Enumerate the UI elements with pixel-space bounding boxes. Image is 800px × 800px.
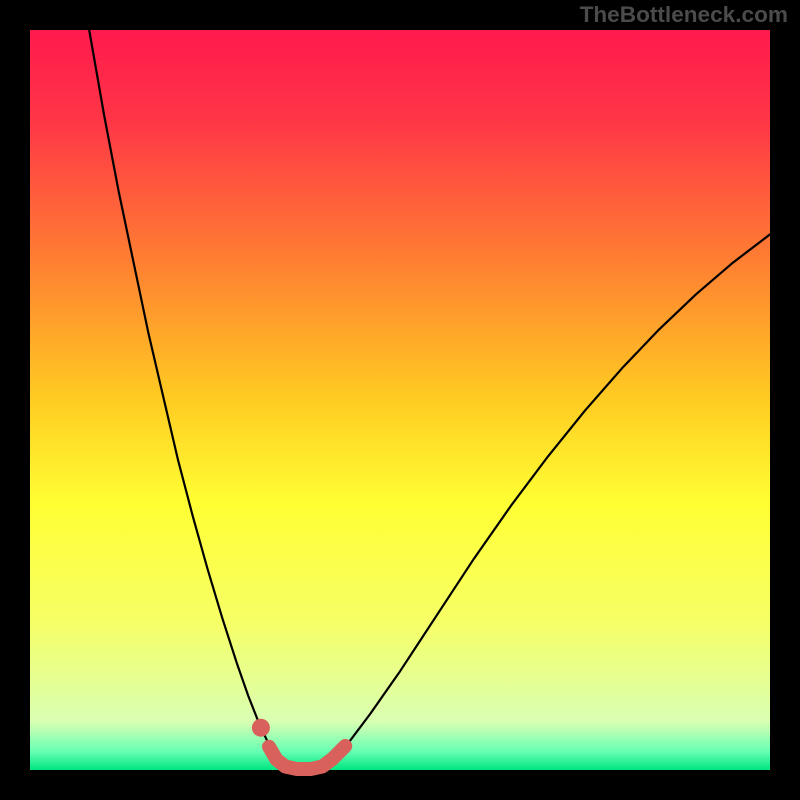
bottleneck-chart-svg: [0, 0, 800, 800]
plot-background: [30, 30, 770, 770]
highlight-dot: [252, 719, 270, 737]
watermark-text: TheBottleneck.com: [580, 2, 788, 28]
chart-container: TheBottleneck.com: [0, 0, 800, 800]
